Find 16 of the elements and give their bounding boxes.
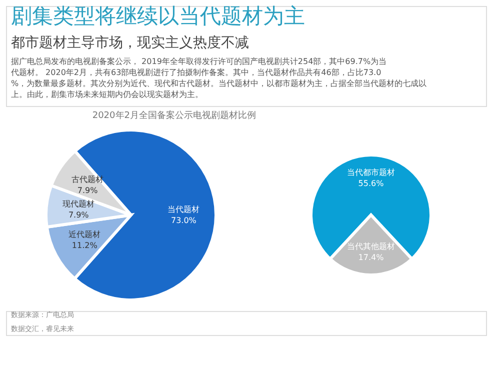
- slice-label: 当代都市题材: [346, 168, 395, 177]
- slice-label: 当代题材: [168, 205, 200, 214]
- slice-label: 现代题材: [62, 199, 95, 208]
- text: 剧集类型将继续以当代题材为主: [11, 4, 305, 28]
- data-label: 17.4%: [358, 253, 384, 262]
- text: 据广电总局发布的电视剧备案公示， 2019年全年取得发行许可的国产电视剧共计254部，其中69.7%为当代题材。 2020年2月，共有63部电视剧进行了拍摄制作备案。其中，当代题材作品共有46部，占比73.0%，为数量最多题材。其次分别为近代、现代和古代题材。当代题材中，以都市题材为主，占据全部当代题材的七成以上。由此，剧集市场未来短期内仍会以现实题材为主。: [10, 57, 427, 99]
- slice-label: 当代其他题材: [347, 242, 396, 252]
- data-label: 55.6%: [358, 178, 384, 188]
- chart-title: 2020年2月全国备案公示电视剧题材比例: [92, 110, 256, 121]
- data-label: 7.9%: [68, 210, 90, 220]
- text: 都市题材主导市场，现实主义热度不减: [11, 35, 249, 51]
- slice-label: 近代题材: [68, 230, 101, 239]
- data-label: 73.0%: [170, 216, 197, 226]
- data-label: 7.9%: [77, 186, 98, 196]
- slice-label: 古代题材: [72, 175, 104, 184]
- data-label: 11.2%: [72, 240, 98, 250]
